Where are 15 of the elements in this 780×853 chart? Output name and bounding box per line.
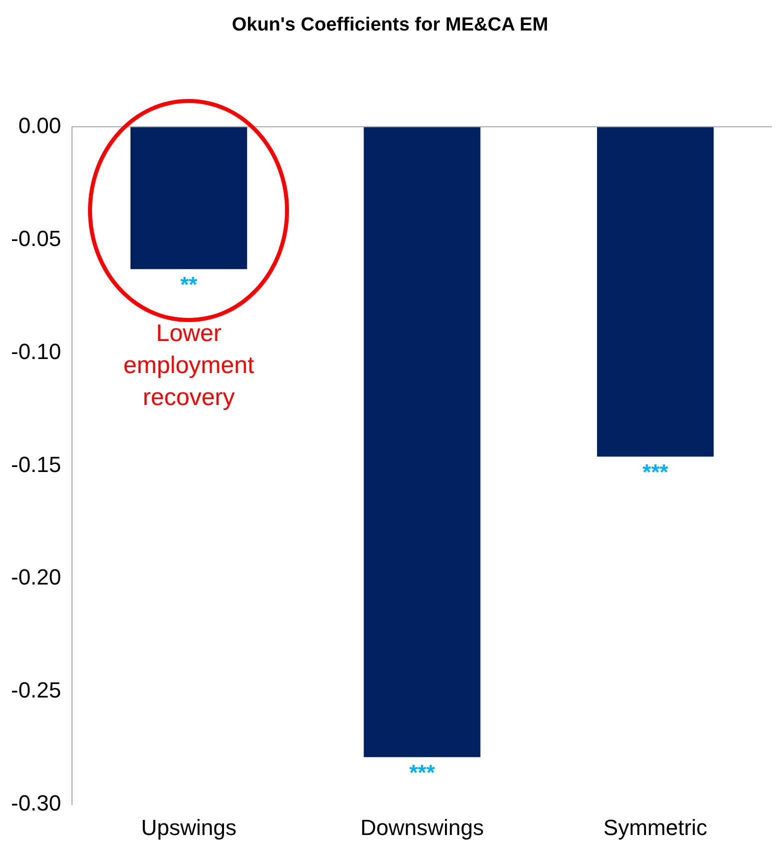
annotation: *** [642, 460, 669, 485]
y-tick-label: -0.05 [10, 226, 62, 251]
y-tick-label: -0.30 [10, 790, 62, 816]
annotation: *** [409, 760, 436, 786]
x-tick-label: Downswings [360, 814, 484, 840]
annotation: Lower employment recovery [123, 320, 254, 411]
y-tick-label: -0.25 [10, 678, 62, 703]
annotation: ** [180, 272, 198, 298]
x-tick-label: Upswings [141, 814, 236, 840]
y-tick-label: -0.20 [10, 564, 62, 590]
y-tick-label: -0.10 [10, 338, 62, 364]
x-tick-label: Symmetric [603, 814, 708, 840]
chart-title: Okun's Coefficients for ME&CA EM [232, 14, 548, 36]
y-tick-label: 0.00 [18, 112, 62, 138]
y-tick-label: -0.15 [10, 452, 62, 477]
